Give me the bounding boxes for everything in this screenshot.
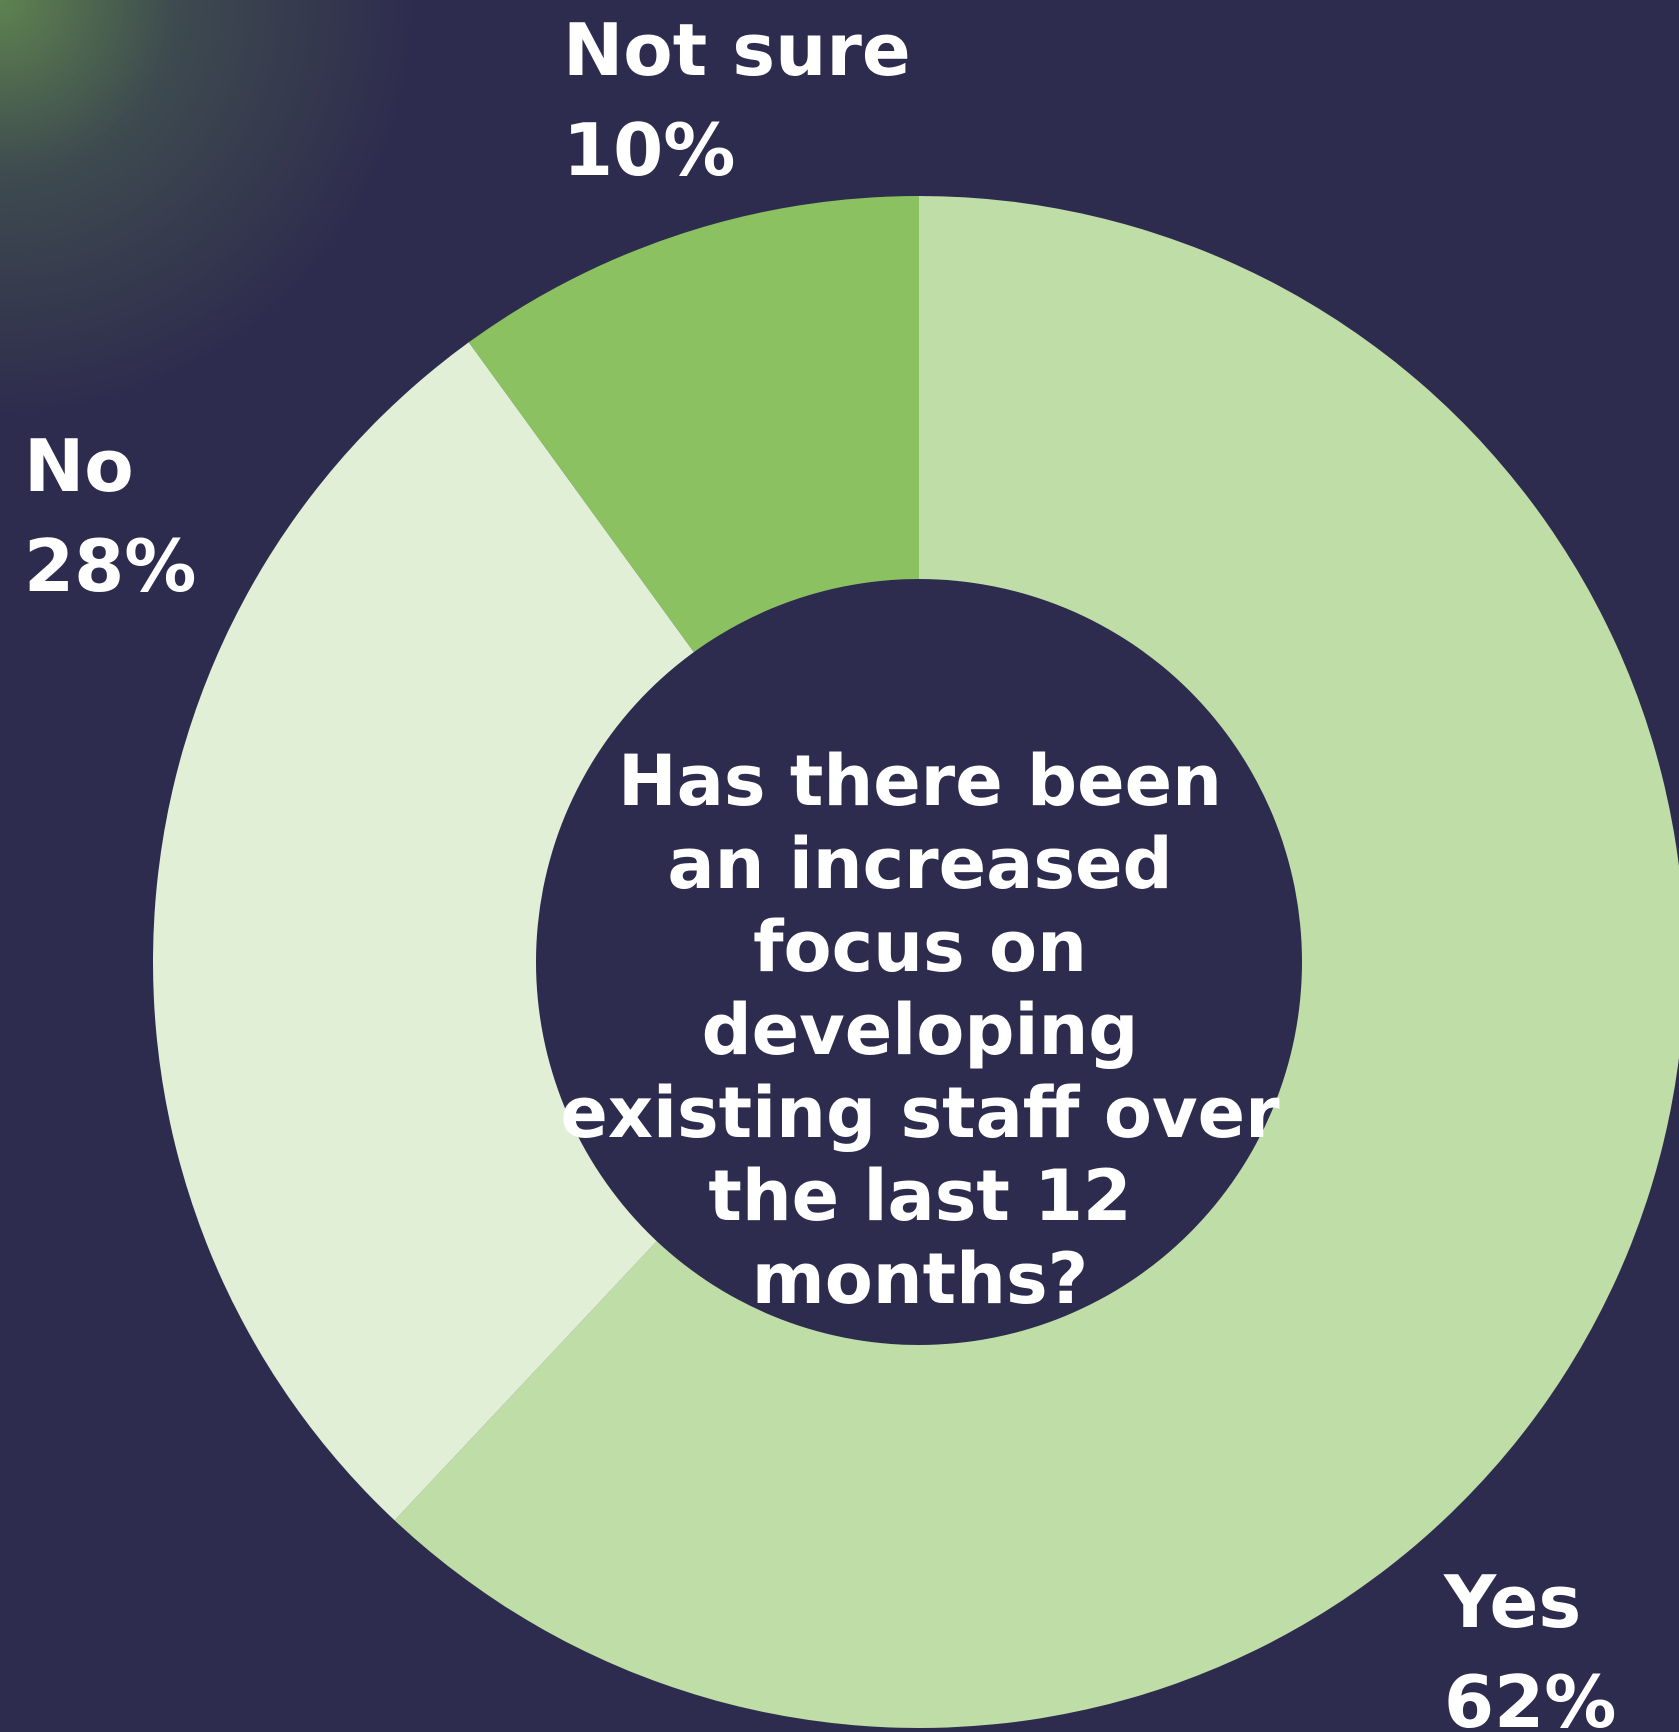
- slice-label-yes: Yes 62%: [1444, 1552, 1616, 1732]
- donut-hole: [536, 579, 1302, 1345]
- slice-category-label: Not sure: [563, 8, 911, 92]
- slice-no: [152, 342, 919, 1521]
- slice-value-label: 28%: [24, 524, 197, 608]
- slice-category-label: No: [24, 424, 134, 508]
- slice-value-label: 10%: [563, 108, 736, 192]
- slice-label-no: No 28%: [24, 416, 196, 616]
- slice-value-label: 62%: [1444, 1660, 1617, 1732]
- slice-category-label: Yes: [1444, 1560, 1582, 1644]
- slice-label-not-sure: Not sure 10%: [563, 0, 911, 200]
- chart-title: Has there been an increased focus on dev…: [560, 740, 1280, 1320]
